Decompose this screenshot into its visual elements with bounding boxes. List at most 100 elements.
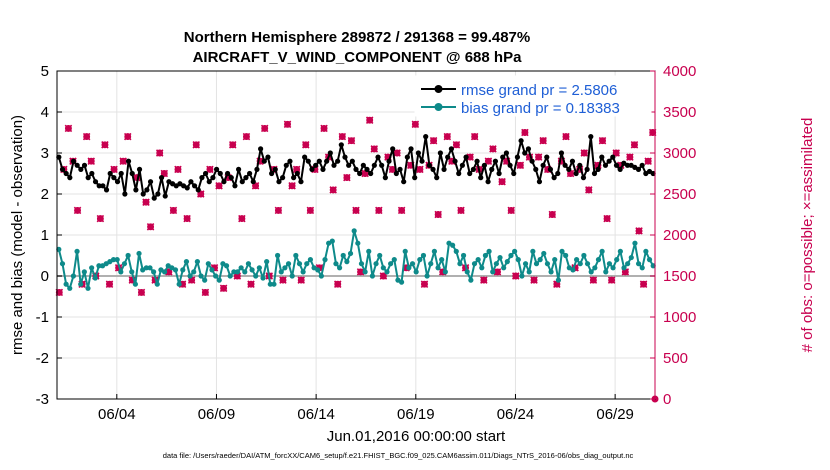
rmse-point	[280, 175, 286, 181]
obs-assimilated-marker	[498, 177, 506, 186]
rmse-point	[316, 158, 322, 164]
bias-point	[118, 269, 124, 275]
bias-point	[628, 254, 634, 261]
rmse-point	[162, 193, 168, 199]
obs-assimilated-marker	[192, 141, 200, 149]
rmse-point	[224, 170, 231, 177]
bias-point	[508, 252, 514, 259]
bias-point	[431, 248, 437, 254]
legend-bias-label: bias grand pr = 0.18383	[461, 100, 620, 117]
bias-point	[256, 265, 262, 271]
bias-point	[559, 248, 565, 254]
rmse-point	[136, 166, 143, 172]
rmse-point	[144, 187, 150, 193]
obs-assimilated-marker	[320, 124, 328, 133]
rmse-point	[393, 170, 399, 177]
bias-point	[358, 261, 365, 267]
rmse-point	[448, 146, 454, 152]
rmse-point	[291, 175, 297, 181]
obs-assimilated-marker	[562, 132, 570, 141]
obs-assimilated-marker	[187, 276, 196, 284]
bias-point	[183, 259, 190, 265]
rmse-point	[335, 158, 341, 164]
obs-assimilated-marker	[575, 165, 584, 174]
bias-point	[180, 267, 186, 273]
bias-point	[264, 259, 270, 265]
rmse-point	[254, 166, 260, 172]
rmse-point	[459, 162, 465, 168]
rmse-point	[247, 170, 253, 177]
x-tick-label: 06/19	[397, 406, 435, 423]
bias-point	[384, 269, 390, 275]
bias-point	[519, 273, 525, 279]
bias-point	[402, 248, 408, 254]
x-tick-label: 06/14	[297, 406, 335, 423]
bias-point	[635, 261, 642, 267]
obs-assimilated-marker	[87, 157, 96, 165]
rmse-point	[188, 179, 194, 185]
y-tick-label: -1	[36, 309, 49, 326]
obs-assimilated-marker	[543, 165, 552, 174]
obs-assimilated-marker	[105, 280, 114, 288]
x-tick-label: 06/29	[596, 406, 634, 423]
obs-assimilated-marker	[215, 182, 223, 190]
rmse-point	[261, 158, 267, 164]
obs-assimilated-marker	[521, 128, 529, 137]
rmse-point	[485, 179, 491, 185]
bias-point	[388, 261, 394, 267]
bias-point	[267, 281, 273, 287]
rmse-point	[500, 154, 506, 160]
rmse-point	[349, 158, 355, 164]
bias-point	[588, 269, 594, 275]
bias-point	[242, 269, 248, 275]
rmse-point	[635, 166, 642, 172]
rmse-point	[547, 166, 554, 172]
bias-point	[344, 259, 350, 265]
obs-assimilated-marker	[603, 214, 611, 223]
rmse-point	[236, 166, 242, 172]
obs-assimilated-marker	[333, 280, 342, 288]
bias-point	[223, 263, 230, 269]
rmse-point	[441, 166, 447, 172]
bias-point	[271, 281, 277, 287]
rmse-point	[360, 162, 366, 168]
bias-point	[409, 261, 416, 267]
bias-point	[275, 252, 281, 259]
obs-assimilated-marker	[279, 276, 287, 284]
rmse-point	[456, 170, 462, 177]
obs-assimilated-marker	[206, 165, 214, 174]
bias-point	[581, 252, 587, 259]
rmse-point	[599, 154, 605, 160]
bias-point	[471, 261, 478, 267]
rmse-point	[371, 162, 377, 168]
rmse-point	[272, 166, 278, 172]
bias-point	[435, 265, 441, 271]
bias-point	[143, 265, 149, 271]
obs-assimilated-marker	[507, 206, 515, 215]
y2-tick-label: 1500	[663, 268, 696, 285]
bias-point	[81, 269, 87, 275]
obs-assimilated-marker	[338, 132, 347, 141]
bias-point	[213, 273, 219, 279]
rmse-point	[518, 138, 524, 144]
bias-point	[621, 265, 627, 271]
rmse-point	[566, 166, 572, 172]
rmse-point	[357, 170, 363, 177]
bias-point	[398, 279, 405, 285]
obs-assimilated-marker	[639, 280, 648, 288]
data-file-footer: data file: /Users/raeder/DAI/ATM_forcXX/…	[163, 451, 634, 460]
x-tick-label: 06/04	[98, 406, 136, 423]
rmse-point	[467, 170, 473, 177]
rmse-point	[100, 183, 106, 189]
rmse-point	[118, 170, 124, 177]
obs-assimilated-marker	[219, 284, 228, 293]
obs-assimilated-marker	[585, 186, 593, 194]
bias-point	[74, 248, 80, 254]
rmse-point	[221, 179, 227, 185]
y2-tick-label: 4000	[663, 63, 696, 80]
obs-assimilated-marker	[160, 169, 169, 178]
bias-point	[577, 261, 583, 267]
obs-assimilated-marker	[379, 272, 388, 280]
rmse-point	[602, 162, 609, 168]
obs-assimilated-marker	[397, 206, 406, 215]
